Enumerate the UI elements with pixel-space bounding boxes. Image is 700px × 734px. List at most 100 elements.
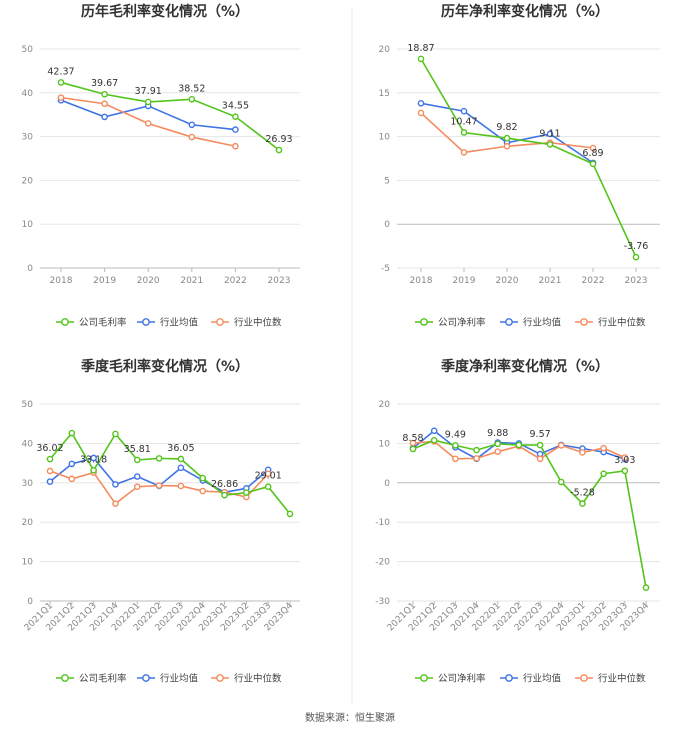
data-point-quarter-net-0 (452, 442, 459, 449)
data-point-annual-net-1 (417, 100, 425, 107)
source-note: 数据来源：恒生聚源 (305, 711, 395, 724)
data-point-annual-gross-0 (144, 98, 152, 106)
data-label-annual-gross: 34.55 (222, 101, 249, 112)
x-tick-label-annual-net: 2022 (582, 276, 605, 286)
data-point-quarter-gross-2 (133, 483, 141, 491)
data-point-annual-gross-0 (275, 146, 283, 154)
data-point-annual-net-0 (417, 55, 425, 63)
data-point-quarter-gross-0 (46, 455, 54, 463)
data-label-annual-gross: 37.91 (135, 86, 162, 97)
data-label-quarter-net: 9.88 (487, 428, 508, 439)
data-label-quarter-net: 3.03 (614, 455, 635, 466)
y-tick-label-quarter-gross: 40 (22, 439, 34, 449)
data-point-annual-gross-2 (188, 133, 196, 141)
data-label-annual-gross: 39.67 (91, 78, 118, 89)
y-tick-label-annual-net: -5 (381, 264, 390, 274)
data-point-quarter-gross-0 (133, 456, 141, 464)
y-tick-label-annual-net: 0 (384, 220, 390, 230)
chart-title-annual-net: 历年净利率变化情况（%） (441, 3, 609, 20)
data-label-annual-net: 18.87 (407, 43, 434, 54)
data-point-quarter-gross-1 (90, 454, 97, 462)
data-label-quarter-gross: 26.86 (211, 479, 238, 490)
legend-marker-annual-gross-2 (216, 318, 224, 326)
data-point-quarter-net-0 (494, 440, 502, 448)
data-point-quarter-net-2 (536, 455, 544, 463)
y-tick-label-annual-gross: 50 (22, 45, 34, 55)
data-point-quarter-gross-1 (177, 464, 185, 472)
data-label-quarter-gross: 36.05 (167, 443, 194, 454)
data-label-annual-gross: 42.37 (47, 66, 74, 77)
data-point-quarter-gross-1 (112, 481, 119, 488)
data-point-quarter-gross-2 (199, 487, 207, 495)
data-point-quarter-gross-2 (177, 482, 185, 490)
series-line-annual-net-0 (420, 58, 637, 258)
data-label-annual-net: 10.47 (450, 116, 477, 127)
data-point-quarter-net-0 (409, 445, 417, 453)
data-label-annual-net: 9.11 (539, 128, 560, 139)
data-point-quarter-gross-0 (90, 466, 97, 474)
data-point-quarter-gross-2 (46, 467, 54, 475)
series-line-annual-gross-0 (60, 81, 280, 151)
data-point-quarter-gross-0 (264, 483, 272, 491)
y-tick-label-quarter-gross: 20 (22, 518, 34, 528)
data-point-quarter-gross-0 (177, 455, 185, 463)
data-point-quarter-gross-0 (243, 489, 250, 496)
data-point-quarter-gross-0 (112, 430, 119, 438)
chart-title-annual-gross: 历年毛利率变化情况（%） (81, 3, 249, 20)
data-point-quarter-net-2 (621, 454, 629, 461)
data-point-annual-gross-1 (188, 121, 196, 129)
data-point-quarter-net-2 (409, 439, 417, 447)
data-point-annual-net-2 (503, 142, 511, 150)
y-tick-label-quarter-net: -10 (375, 518, 390, 528)
legend-marker-quarter-gross-0 (61, 674, 69, 682)
y-tick-label-quarter-net: 0 (384, 479, 390, 489)
data-point-annual-net-0 (589, 160, 597, 168)
data-point-quarter-gross-2 (264, 470, 272, 478)
y-tick-label-quarter-gross: 0 (27, 597, 33, 607)
legend-label-quarter-gross-1: 行业均值 (160, 673, 199, 685)
legend-marker-annual-net-2 (580, 318, 588, 326)
data-label-quarter-net: 8.58 (402, 433, 423, 444)
data-point-quarter-net-2 (494, 448, 502, 455)
data-point-quarter-net-0 (473, 446, 480, 454)
data-point-annual-net-0 (546, 141, 554, 148)
legend-marker-annual-net-0 (420, 318, 428, 326)
x-tick-label-annual-net: 2021 (539, 276, 562, 286)
data-point-quarter-net-0 (579, 500, 586, 507)
legend-label-annual-gross-2: 行业中位数 (234, 317, 282, 329)
data-point-quarter-net-0 (536, 441, 544, 449)
data-point-annual-gross-0 (101, 90, 108, 98)
x-tick-label-annual-gross: 2023 (268, 276, 291, 286)
series-line-quarter-gross-0 (49, 431, 291, 515)
legend-label-quarter-gross-0: 公司毛利率 (79, 673, 127, 685)
data-point-quarter-gross-2 (68, 475, 76, 483)
data-label-quarter-gross: 36.02 (36, 443, 63, 454)
legend-marker-annual-gross-1 (142, 318, 150, 326)
data-point-quarter-gross-0 (286, 510, 294, 518)
data-point-quarter-net-0 (642, 584, 650, 591)
data-point-annual-net-0 (632, 253, 640, 261)
data-point-annual-gross-2 (57, 94, 65, 101)
data-point-quarter-net-1 (430, 427, 438, 435)
data-point-annual-gross-2 (101, 100, 108, 108)
data-point-annual-net-2 (417, 109, 425, 117)
y-tick-label-quarter-net: 10 (379, 439, 391, 449)
y-tick-label-quarter-net: -30 (375, 597, 390, 607)
data-point-annual-net-1 (546, 130, 554, 138)
x-tick-label-annual-net: 2023 (625, 276, 648, 286)
legend-label-quarter-net-1: 行业均值 (523, 673, 562, 685)
y-tick-label-annual-gross: 40 (22, 89, 34, 99)
legend-label-quarter-net-0: 公司净利率 (438, 673, 486, 685)
data-point-annual-gross-0 (57, 79, 65, 86)
data-point-annual-gross-0 (188, 95, 196, 103)
data-point-annual-gross-1 (101, 113, 108, 121)
data-point-annual-gross-1 (232, 126, 239, 133)
legend-label-quarter-net-2: 行业中位数 (598, 673, 646, 685)
data-point-quarter-gross-0 (155, 455, 163, 462)
legend-label-annual-gross-0: 公司毛利率 (79, 317, 127, 329)
y-tick-label-annual-gross: 10 (22, 220, 34, 230)
x-tick-label-annual-net: 2020 (496, 276, 519, 286)
data-label-quarter-gross: 35.81 (124, 444, 151, 455)
data-point-quarter-net-2 (452, 455, 459, 463)
